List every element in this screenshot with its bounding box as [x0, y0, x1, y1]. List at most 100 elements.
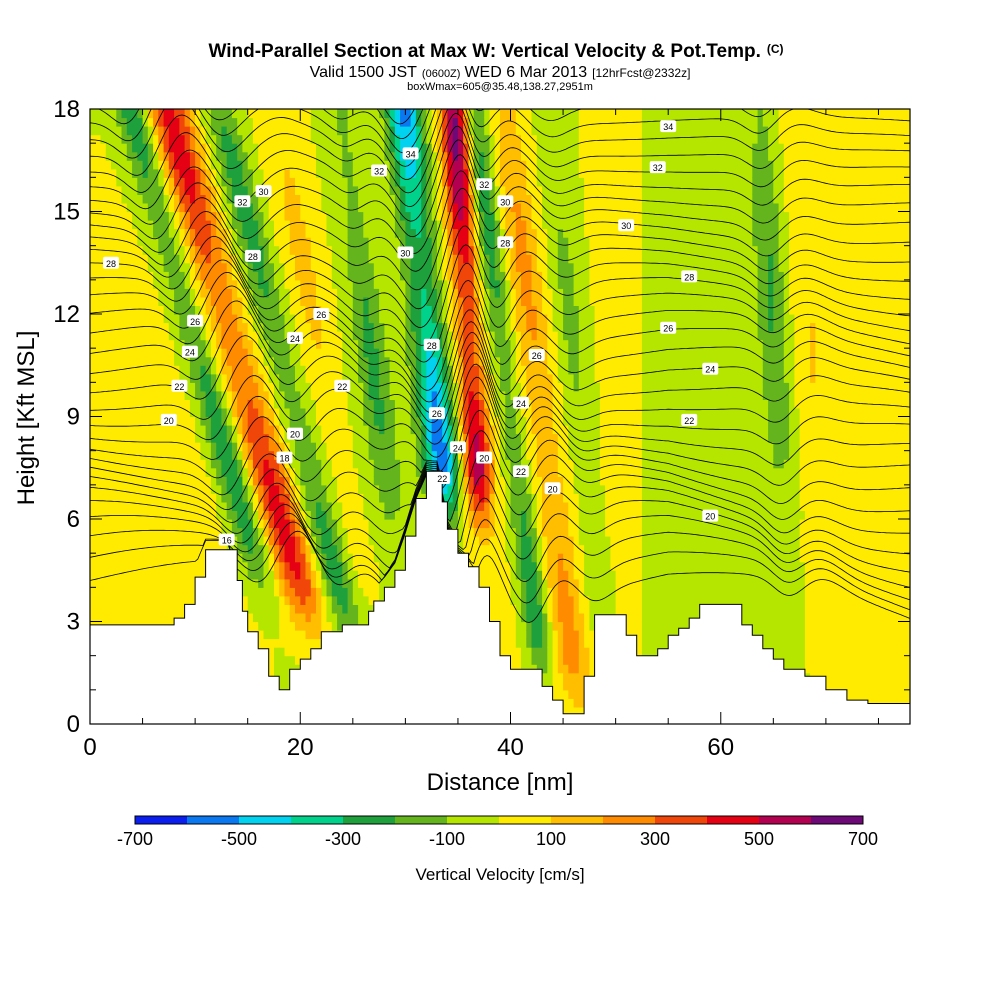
heatmap-cell	[373, 177, 380, 187]
heatmap-cell	[373, 339, 380, 349]
heatmap-cell	[310, 151, 317, 161]
heatmap-cell	[305, 501, 312, 511]
heatmap-cell	[174, 288, 180, 298]
heatmap-cell	[174, 476, 180, 486]
heatmap-cell	[179, 484, 186, 494]
heatmap-cell	[137, 211, 144, 221]
heatmap-cell	[200, 553, 207, 563]
heatmap-cell	[384, 544, 391, 554]
heatmap-cell	[216, 288, 223, 298]
heatmap-cell	[284, 570, 291, 580]
heatmap-cell	[226, 510, 233, 520]
heatmap-cell	[379, 254, 385, 264]
heatmap-cell	[111, 203, 117, 213]
heatmap-cell	[200, 356, 207, 366]
heatmap-cell	[274, 595, 280, 605]
heatmap-cell	[400, 168, 406, 178]
heatmap-cell	[163, 408, 170, 418]
heatmap-cell	[142, 134, 149, 144]
heatmap-cell	[163, 425, 170, 435]
heatmap-cell	[242, 271, 249, 281]
heatmap-cell	[132, 305, 138, 315]
heatmap-cell	[100, 595, 107, 605]
heatmap-cell	[279, 117, 286, 127]
heatmap-cell	[436, 168, 443, 178]
heatmap-cell	[305, 356, 312, 366]
heatmap-cell	[95, 373, 102, 383]
heatmap-cell	[405, 185, 412, 195]
heatmap-cell	[415, 408, 422, 418]
heatmap-cell	[247, 544, 254, 554]
heatmap-cell	[205, 305, 212, 315]
heatmap-cell	[237, 433, 244, 443]
heatmap-cell	[158, 339, 165, 349]
heatmap-cell	[415, 185, 422, 195]
heatmap-cell	[431, 356, 438, 366]
heatmap-cell	[200, 536, 207, 546]
heatmap-cell	[195, 117, 201, 127]
heatmap-cell	[231, 314, 238, 324]
heatmap-cell	[268, 177, 275, 187]
heatmap-cell	[331, 296, 338, 306]
heatmap-cell	[116, 279, 123, 289]
heatmap-cell	[90, 126, 96, 136]
heatmap-cell	[210, 228, 217, 238]
heatmap-cell	[337, 553, 343, 563]
heatmap-cell	[352, 476, 359, 486]
heatmap-cell	[258, 288, 265, 298]
heatmap-cell	[410, 408, 417, 418]
heatmap-cell	[231, 177, 238, 187]
heatmap-cell	[252, 177, 259, 187]
heatmap-cell	[295, 595, 301, 605]
heatmap-cell	[310, 519, 317, 529]
heatmap-cell	[195, 271, 201, 281]
heatmap-cell	[90, 373, 96, 383]
heatmap-cell	[116, 399, 123, 409]
heatmap-cell	[132, 151, 138, 161]
heatmap-cell	[121, 160, 128, 170]
heatmap-cell	[358, 578, 364, 588]
heatmap-cell	[321, 365, 328, 375]
heatmap-cell	[447, 288, 454, 298]
heatmap-cell	[289, 382, 296, 392]
heatmap-cell	[163, 296, 170, 306]
heatmap-cell	[153, 254, 159, 264]
heatmap-cell	[352, 211, 359, 221]
heatmap-cell	[142, 578, 149, 588]
heatmap-cell	[121, 501, 128, 511]
heatmap-cell	[321, 390, 328, 400]
heatmap-cell	[379, 536, 385, 546]
heatmap-cell	[279, 425, 286, 435]
heatmap-cell	[368, 322, 375, 332]
heatmap-cell	[394, 450, 401, 460]
heatmap-cell	[384, 536, 391, 546]
heatmap-cell	[142, 160, 149, 170]
heatmap-cell	[337, 143, 343, 153]
heatmap-cell	[447, 254, 454, 264]
heatmap-cell	[153, 570, 159, 580]
heatmap-cell	[147, 288, 154, 298]
heatmap-cell	[415, 134, 422, 144]
heatmap-cell	[268, 416, 275, 426]
heatmap-cell	[279, 373, 286, 383]
heatmap-cell	[153, 117, 159, 127]
heatmap-cell	[242, 177, 249, 187]
heatmap-cell	[105, 604, 112, 614]
heatmap-cell	[263, 177, 270, 187]
heatmap-cell	[321, 450, 328, 460]
heatmap-cell	[174, 501, 180, 511]
heatmap-cell	[295, 442, 301, 452]
heatmap-cell	[221, 408, 228, 418]
heatmap-cell	[368, 245, 375, 255]
heatmap-cell	[216, 117, 223, 127]
heatmap-cell	[242, 493, 249, 503]
heatmap-cell	[326, 314, 333, 324]
heatmap-cell	[384, 527, 391, 537]
heatmap-cell	[300, 425, 307, 435]
heatmap-cell	[168, 203, 175, 213]
heatmap-cell	[284, 262, 291, 272]
heatmap-cell	[226, 109, 233, 119]
heatmap-cell	[279, 194, 286, 204]
heatmap-cell	[347, 254, 354, 264]
heatmap-cell	[121, 177, 128, 187]
